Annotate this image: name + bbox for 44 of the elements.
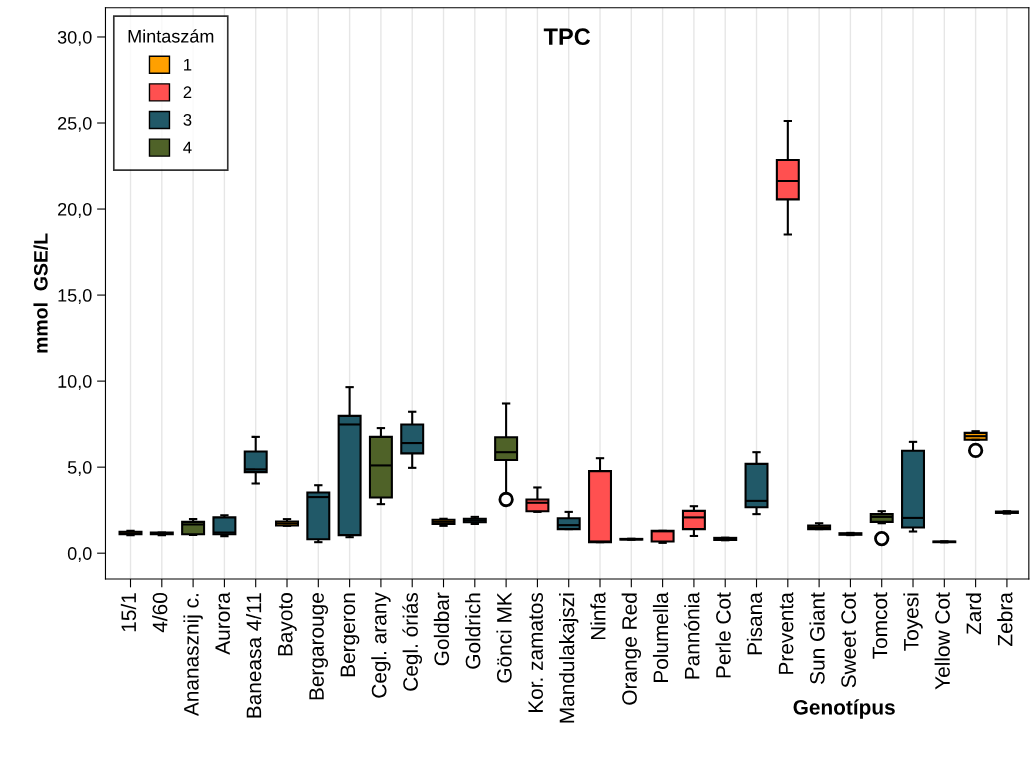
x-tick-label: 15/1 bbox=[120, 593, 137, 632]
x-tick-label: Pisana bbox=[746, 592, 763, 655]
x-tick-label: Ananasznij c. bbox=[183, 594, 203, 717]
x-tick-label: Bergarouge bbox=[309, 593, 329, 700]
x-tick-label: Preventa bbox=[778, 592, 794, 674]
x-tick-label: 4/60 bbox=[152, 593, 168, 633]
legend-title: Mintaszám bbox=[128, 29, 214, 43]
y-tick-label: 20,0 bbox=[58, 202, 92, 218]
x-axis-title: Genotípus bbox=[793, 699, 895, 719]
x-tick-label: Orange Red bbox=[621, 593, 642, 705]
x-tick-label: Bayoto bbox=[278, 593, 297, 656]
legend-label: 1 bbox=[184, 58, 192, 71]
x-tick-label: Sun Giant bbox=[809, 592, 825, 684]
y-tick-label: 5,0 bbox=[67, 461, 92, 477]
y-tick-label: 15,0 bbox=[58, 289, 92, 304]
x-tick-label: Goldbar bbox=[433, 592, 450, 666]
x-tick-label: Bergeron bbox=[340, 593, 360, 677]
x-tick-label: Mandulakajszi bbox=[559, 593, 579, 723]
text: TPC bbox=[543, 28, 591, 46]
x-tick-label: Pannónia bbox=[683, 592, 700, 679]
y-tick-label: 10,0 bbox=[58, 375, 92, 390]
x-tick-label: Aurora bbox=[215, 592, 230, 655]
x-tick-label: Tomcot bbox=[872, 592, 888, 659]
x-tick-label: Baneasa 4/11 bbox=[246, 593, 262, 718]
x-tick-label: Zebra bbox=[997, 592, 1013, 646]
y-tick-label: 30,0 bbox=[57, 30, 92, 46]
legend-label: 4 bbox=[183, 141, 192, 154]
x-tick-label: Sweet Cot bbox=[841, 592, 857, 688]
legend-label: 3 bbox=[183, 114, 192, 126]
x-tick-label: Perle Cot bbox=[715, 592, 731, 678]
x-tick-label: Cegl. óriás bbox=[402, 592, 423, 691]
x-tick-label: Goldrich bbox=[465, 593, 481, 669]
x-tick-label: Yellow Cot bbox=[934, 592, 950, 690]
x-tick-label: Ninfa bbox=[590, 592, 606, 640]
x-tick-label: Zard bbox=[965, 593, 982, 635]
legend-label: 2 bbox=[183, 86, 192, 99]
x-tick-label: Kor. zamatos bbox=[528, 592, 544, 713]
x-tick-label: Polumella bbox=[652, 592, 669, 682]
x-tick-label: Cegl. arany bbox=[371, 592, 391, 698]
y-tick-label: 25,0 bbox=[58, 116, 92, 132]
x-tick-label: Toyesi bbox=[903, 593, 923, 651]
y-axis-title: mmol GSE/L bbox=[33, 233, 48, 353]
x-tick-label: Gönci MK bbox=[496, 592, 512, 683]
y-tick-label: 0,0 bbox=[67, 547, 92, 563]
